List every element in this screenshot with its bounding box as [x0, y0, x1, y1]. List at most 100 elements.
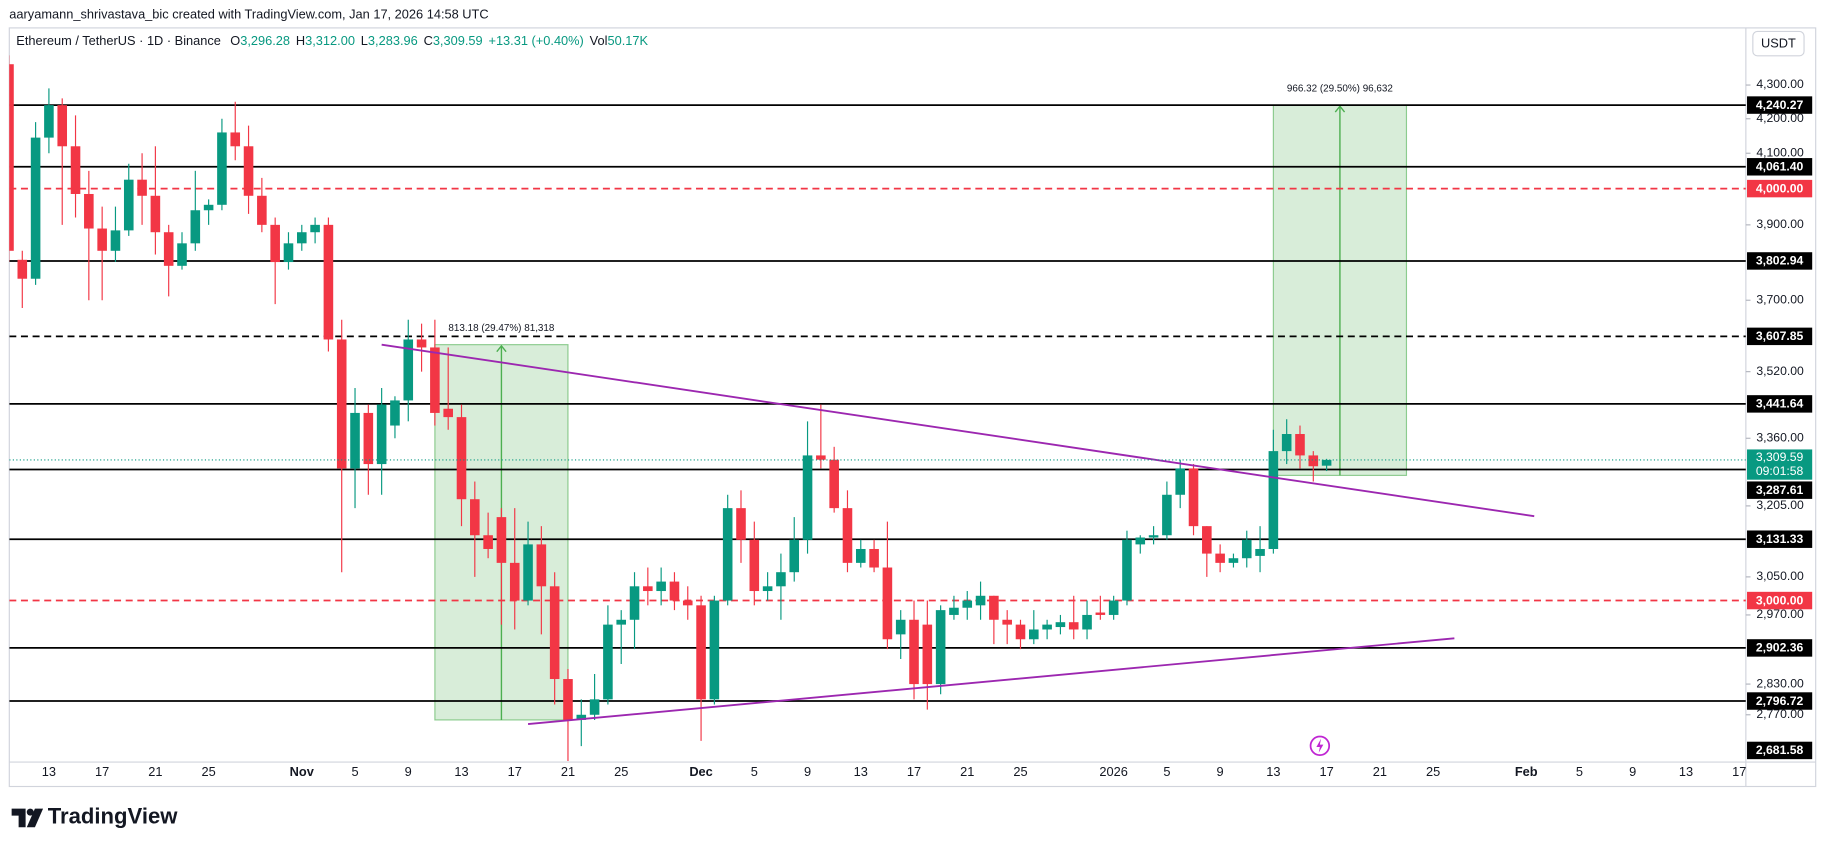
y-tick-label: 3,360.00: [1756, 430, 1804, 444]
y-tick-label: 3,700.00: [1756, 292, 1804, 306]
x-tick-label: 21: [561, 764, 575, 779]
level-label-box: [1747, 395, 1813, 413]
candle-body: [496, 517, 507, 563]
candle-body: [137, 179, 147, 196]
x-tick-label: 17: [1732, 764, 1746, 779]
plot-area: [9, 55, 1746, 761]
ohlc-key: H: [296, 33, 305, 48]
candle-body: [1241, 539, 1252, 559]
x-tick-label: 25: [1013, 764, 1027, 779]
level-label-box: [1747, 327, 1813, 346]
y-tick-label: 4,100.00: [1756, 145, 1804, 159]
x-tick-label: 17: [1319, 764, 1333, 779]
candle-body: [749, 539, 760, 592]
level-label-box: [1747, 741, 1813, 760]
candle-body: [1148, 535, 1159, 538]
y-tick-label: 3,900.00: [1756, 217, 1804, 231]
x-tick-label: 13: [1266, 764, 1280, 779]
candle-body: [882, 567, 893, 640]
candle-body: [70, 146, 81, 194]
candle-body: [57, 105, 68, 147]
brand-logo-dot: [26, 808, 34, 816]
ohlc-value: 3,309.59: [433, 33, 483, 48]
candle-body: [123, 179, 134, 231]
candle-body: [363, 412, 374, 465]
x-tick-label: Dec: [689, 764, 712, 779]
candle-body: [84, 193, 94, 229]
candle-body: [922, 624, 933, 685]
level-label-box: [1747, 692, 1813, 710]
x-tick-label: 13: [42, 764, 56, 779]
measure-arrowhead: [1334, 105, 1346, 113]
x-tick-label: 5: [751, 764, 758, 779]
x-tick-label: 13: [1679, 764, 1693, 779]
candle-body: [390, 400, 400, 426]
candle-body: [816, 455, 826, 460]
candle-body: [483, 535, 493, 549]
candle-body: [549, 586, 560, 680]
level-label: 3,441.64: [1756, 397, 1804, 411]
brand: TradingView: [11, 804, 178, 829]
candle-body: [403, 339, 414, 401]
event-icon-bolt[interactable]: [1316, 738, 1324, 753]
level-label: 4,240.27: [1756, 98, 1804, 112]
currency-button[interactable]: [1752, 30, 1805, 57]
y-tick-label: 4,300.00: [1756, 77, 1804, 91]
candle-body: [1029, 629, 1039, 640]
level-label-box: [1747, 179, 1813, 198]
measure-label: 813.18 (29.47%) 81,318: [448, 323, 554, 334]
event-icon[interactable]: [1309, 735, 1331, 756]
x-tick-label: 9: [804, 764, 811, 779]
candle-body: [217, 132, 227, 205]
current-price-box: [1747, 449, 1813, 480]
trendline: [527, 637, 1455, 726]
ohlc-key: O: [230, 33, 240, 48]
candle-body: [1281, 434, 1292, 452]
candle-body: [296, 232, 307, 244]
candle-body: [110, 230, 121, 251]
x-tick-label: Nov: [290, 764, 315, 779]
candle-body: [1108, 600, 1119, 615]
y-tick-label: 2,970.00: [1756, 607, 1804, 621]
current-price-label: 3,309.59: [1756, 450, 1804, 464]
candle-body: [523, 544, 533, 601]
x-tick-label: 25: [614, 764, 628, 779]
currency-label[interactable]: USDT: [1761, 36, 1796, 51]
x-tick-label: 9: [1629, 764, 1636, 779]
candle-body: [336, 339, 347, 469]
level-label: 4,061.40: [1756, 160, 1804, 174]
x-tick-label: 13: [854, 764, 868, 779]
ohlc-key: L: [361, 33, 368, 48]
candle-body: [1068, 622, 1079, 630]
candle-body: [1042, 624, 1052, 630]
x-tick-label: 25: [1426, 764, 1440, 779]
level-label: 2,902.36: [1756, 641, 1804, 655]
candle-body: [909, 619, 919, 685]
ohlc-key: C: [424, 33, 433, 48]
candle-body: [869, 548, 879, 568]
candle-body: [443, 408, 453, 418]
x-tick-label: 5: [1163, 764, 1170, 779]
candle-body: [1162, 494, 1172, 536]
x-tick-label: 13: [454, 764, 468, 779]
level-label-box: [1747, 252, 1813, 270]
level-label: 3,131.33: [1756, 532, 1804, 546]
level-label: 3,000.00: [1756, 593, 1804, 607]
level-label: 3,287.61: [1756, 483, 1804, 497]
candle-body: [709, 600, 720, 700]
x-tick-label: 17: [508, 764, 522, 779]
trendline: [381, 343, 1535, 518]
candle-body: [30, 137, 41, 279]
candle-body: [669, 581, 680, 601]
y-tick-label: 4,200.00: [1756, 111, 1804, 125]
candle-body: [323, 224, 334, 340]
candle-body: [603, 624, 613, 700]
level-label: 2,796.72: [1756, 694, 1804, 708]
candle-body: [949, 607, 959, 615]
x-tick-label: 25: [202, 764, 216, 779]
x-tick-label: 21: [148, 764, 162, 779]
candle-body: [1055, 622, 1066, 628]
candle-body: [1135, 537, 1146, 545]
